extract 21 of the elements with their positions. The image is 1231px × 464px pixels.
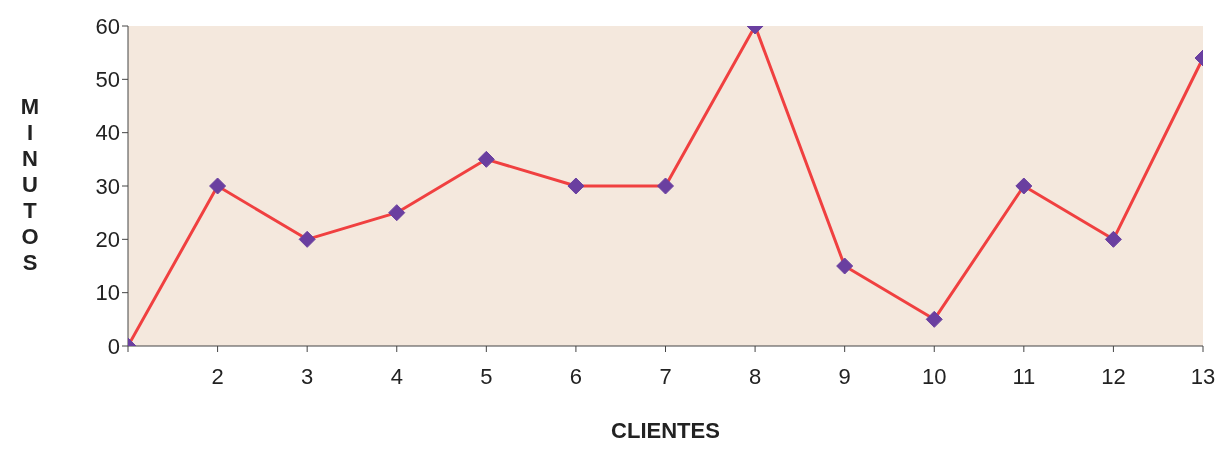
y-tick-label: 20	[95, 227, 120, 253]
x-tick-label: 12	[1101, 363, 1126, 389]
x-tick-label: 13	[1190, 363, 1216, 389]
x-tick-label: 3	[301, 363, 314, 389]
x-tick-label: 10	[922, 363, 947, 389]
x-tick-label: 11	[1012, 363, 1036, 389]
y-axis-title: MINUTOS	[20, 93, 40, 275]
y-tick-label: 0	[107, 333, 120, 359]
y-tick-label: 50	[95, 67, 120, 93]
x-tick-label: 7	[659, 363, 672, 389]
y-tick-label: 40	[95, 120, 120, 146]
y-tick-label: 30	[95, 173, 120, 199]
x-tick-label: 4	[390, 363, 403, 389]
x-tick-label: 5	[480, 363, 493, 389]
x-tick-label: 8	[748, 363, 762, 389]
x-tick-label: 6	[569, 363, 583, 389]
y-tick-label: 60	[95, 13, 120, 39]
y-tick-label: 10	[95, 280, 120, 306]
x-axis-title: CLIENTES	[611, 418, 720, 443]
x-tick-label: 2	[211, 363, 224, 389]
x-tick-label: 9	[838, 363, 851, 389]
